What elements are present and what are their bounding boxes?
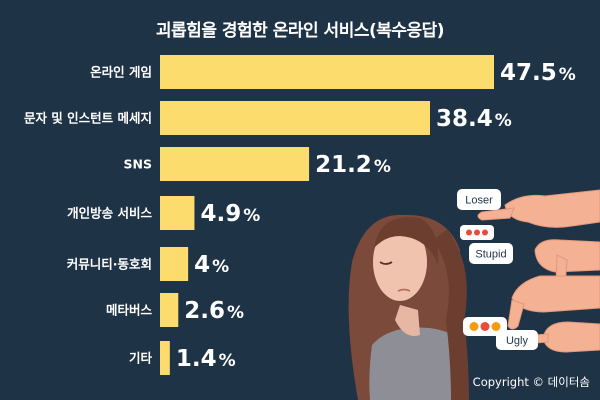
bar-0 [160,55,494,89]
bar-5 [160,293,179,327]
bubble-ugly-text: Ugly [506,335,529,347]
bar-2 [160,147,310,181]
value-label-6: 1.4% [176,346,236,372]
bars-group: 온라인 게임 47.5 % 문자 및 인스턴트 메세지 38.4 % SNS 21.2 % 개인방… [24,55,576,375]
value-label-5: 2.6% [184,298,244,324]
category-label-2: SNS [124,157,152,172]
category-label-4: 커뮤니티·동호회 [67,257,152,272]
speech-bubbles: Loser Stupid Ugly [457,189,538,350]
value-label-2: 21.2% [315,152,391,178]
value-label-3: 4.9% [200,201,260,227]
bar-4 [160,247,189,281]
bubble-loser-text: Loser [465,195,493,207]
bar-6 [160,341,170,375]
category-label-0: 온라인 게임 [90,65,152,80]
category-label-3: 개인방송 서비스 [67,206,152,221]
bar-3 [160,196,195,230]
category-label-6: 기타 [129,351,153,366]
woman-illustration [348,214,469,400]
category-label-1: 문자 및 인스턴트 메세지 [24,111,152,126]
bubble-stupid-text: Stupid [475,249,506,261]
value-label-4: 4% [194,252,229,278]
chart-title: 괴롭힘을 경험한 온라인 서비스(복수응답) [155,21,445,41]
bar-1 [160,101,431,135]
value-label-1: 38.4% [436,106,512,132]
value-label-0: 47.5% [500,60,576,86]
copyright-text: Copyright © 데이터솜 [472,375,590,389]
category-label-5: 메타버스 [106,303,153,318]
